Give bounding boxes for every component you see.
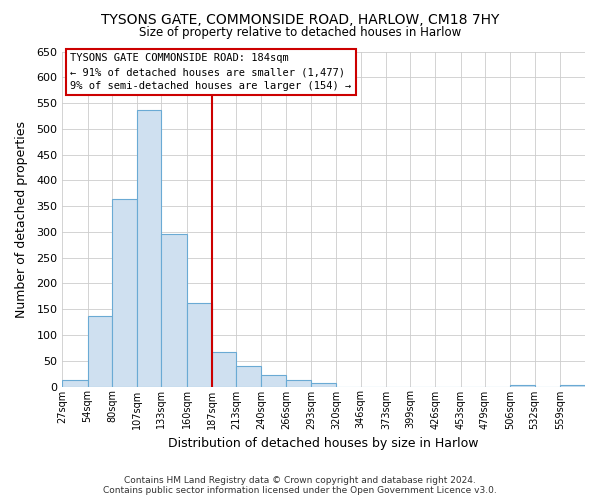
Y-axis label: Number of detached properties: Number of detached properties xyxy=(15,120,28,318)
Bar xyxy=(88,316,112,386)
Text: Contains HM Land Registry data © Crown copyright and database right 2024.
Contai: Contains HM Land Registry data © Crown c… xyxy=(103,476,497,495)
Bar xyxy=(212,352,236,386)
Bar xyxy=(262,375,286,386)
Bar xyxy=(62,380,88,386)
X-axis label: Distribution of detached houses by size in Harlow: Distribution of detached houses by size … xyxy=(169,437,479,450)
Bar xyxy=(161,234,187,386)
Bar xyxy=(286,380,311,386)
Bar xyxy=(112,199,137,386)
Text: TYSONS GATE, COMMONSIDE ROAD, HARLOW, CM18 7HY: TYSONS GATE, COMMONSIDE ROAD, HARLOW, CM… xyxy=(101,12,499,26)
Bar xyxy=(187,303,212,386)
Bar xyxy=(137,110,161,386)
Bar xyxy=(311,383,336,386)
Bar xyxy=(236,366,262,386)
Text: Size of property relative to detached houses in Harlow: Size of property relative to detached ho… xyxy=(139,26,461,39)
Text: TYSONS GATE COMMONSIDE ROAD: 184sqm
← 91% of detached houses are smaller (1,477): TYSONS GATE COMMONSIDE ROAD: 184sqm ← 91… xyxy=(70,53,352,91)
